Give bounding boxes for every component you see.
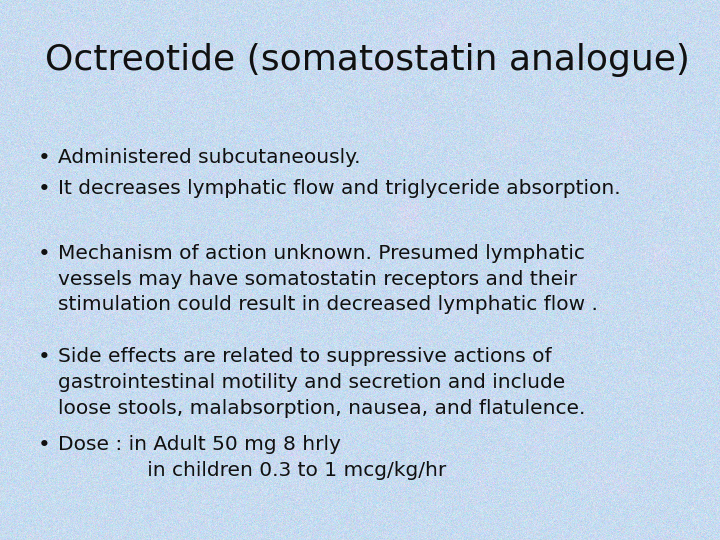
Text: Administered subcutaneously.: Administered subcutaneously. (58, 148, 361, 167)
Text: •: • (38, 179, 50, 199)
Text: Dose : in Adult 50 mg 8 hrly
              in children 0.3 to 1 mcg/kg/hr: Dose : in Adult 50 mg 8 hrly in children… (58, 435, 446, 480)
Text: Mechanism of action unknown. Presumed lymphatic
vessels may have somatostatin re: Mechanism of action unknown. Presumed ly… (58, 244, 598, 314)
Text: •: • (38, 244, 50, 264)
Text: •: • (38, 347, 50, 367)
Text: Side effects are related to suppressive actions of
gastrointestinal motility and: Side effects are related to suppressive … (58, 347, 585, 417)
Text: •: • (38, 435, 50, 455)
Text: •: • (38, 148, 50, 168)
Text: Octreotide (somatostatin analogue): Octreotide (somatostatin analogue) (45, 43, 690, 77)
Text: It decreases lymphatic flow and triglyceride absorption.: It decreases lymphatic flow and triglyce… (58, 179, 621, 198)
